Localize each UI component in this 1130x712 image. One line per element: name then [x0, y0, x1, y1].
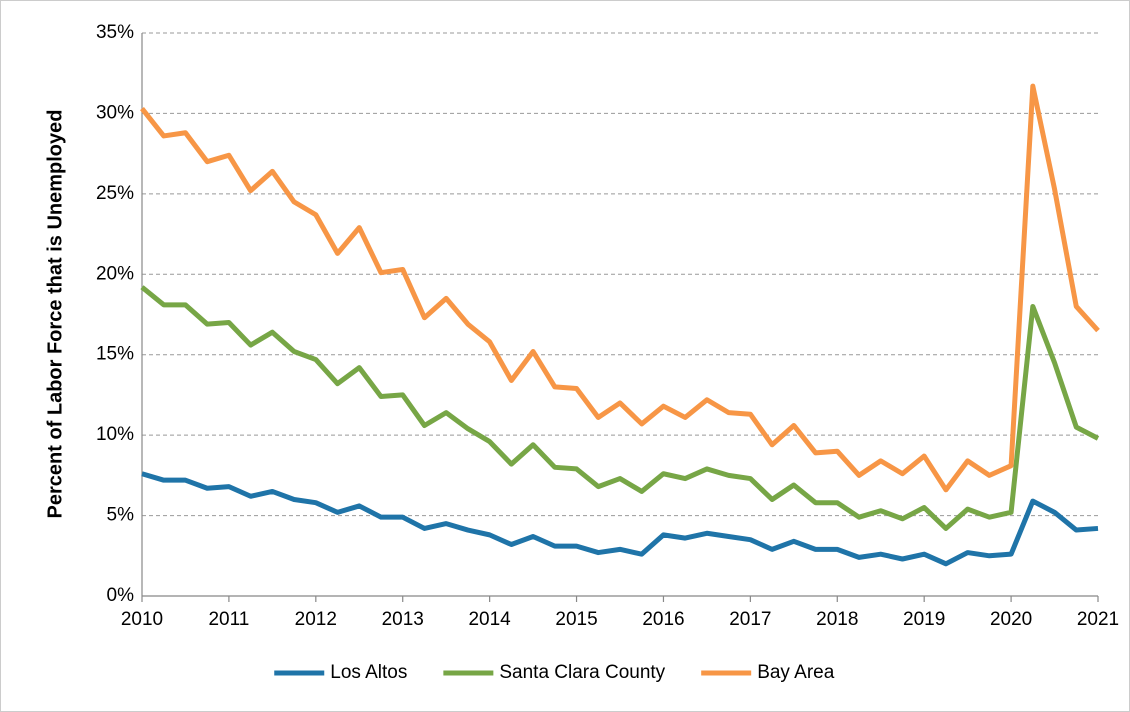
series-line: [141, 471, 1099, 567]
y-tick-label: 25%: [96, 183, 134, 204]
y-tick-label: 0%: [107, 585, 135, 606]
x-tick-label: 2013: [382, 609, 424, 630]
y-tick-label: 15%: [96, 344, 134, 365]
x-tick-label: 2011: [208, 609, 249, 630]
y-tick-label: 35%: [96, 22, 134, 43]
y-tick-label: 30%: [96, 102, 134, 123]
x-tick-label: 2014: [468, 609, 511, 630]
y-tick-label: 10%: [96, 424, 134, 445]
y-axis-label: Percent of Labor Force that is Unemploye…: [44, 110, 66, 519]
x-tick-label: 2021: [1077, 609, 1119, 630]
x-tick-label: 2020: [990, 609, 1032, 630]
x-tick-label: 2012: [295, 609, 337, 630]
series-line: [140, 285, 1100, 531]
y-tick-label: 5%: [107, 505, 135, 526]
x-tick-label: 2018: [816, 609, 858, 630]
x-tick-label: 2017: [729, 609, 771, 630]
x-tick-label: 2015: [555, 609, 597, 630]
x-tick-label: 2010: [121, 609, 163, 630]
legend-label: Bay Area: [757, 662, 835, 683]
x-tick-label: 2019: [903, 609, 945, 630]
y-tick-label: 20%: [96, 263, 134, 284]
legend-label: Los Altos: [330, 662, 407, 683]
legend-label: Santa Clara County: [499, 662, 665, 683]
x-tick-label: 2016: [642, 609, 684, 630]
series-line: [140, 83, 1100, 493]
